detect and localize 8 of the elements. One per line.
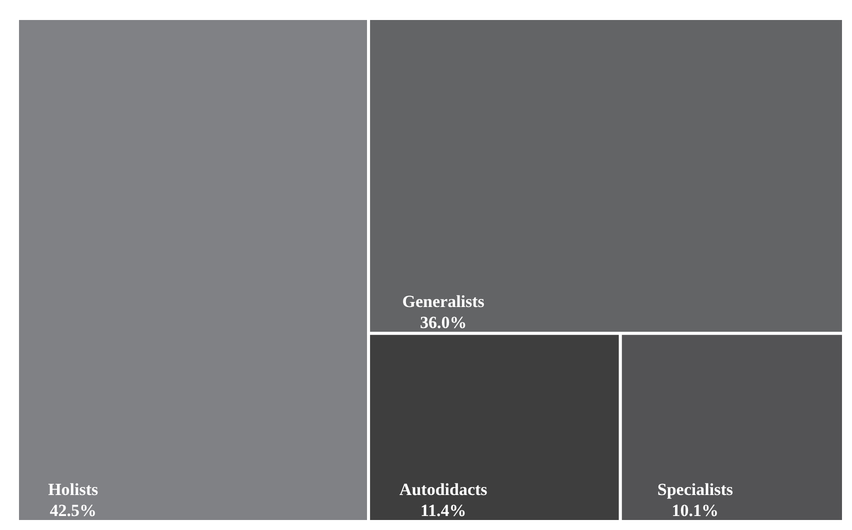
category-label: Autodidacts [399,480,488,499]
category-label: Generalists [402,292,485,311]
category-label: Holists [48,480,99,499]
data-label: 11.4% [420,501,466,520]
category-label: Specialists [657,480,734,499]
data-label: 42.5% [50,501,96,520]
data-label: 36.0% [420,312,467,332]
data-label: 10.1% [672,501,719,520]
